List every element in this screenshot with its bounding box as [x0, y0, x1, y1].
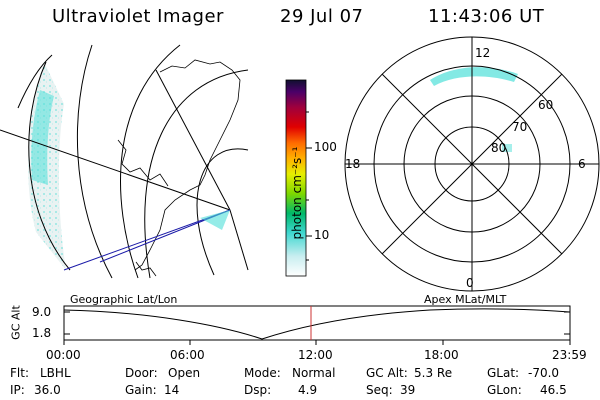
timeline-xtick: 00:00: [46, 348, 81, 362]
timeline-xtick: 18:00: [424, 348, 459, 362]
status-key: GLon:: [487, 383, 522, 397]
timeline-ytick: 9.0: [32, 305, 52, 319]
status-key: Mode:: [244, 366, 281, 380]
status-value: -70.0: [528, 366, 560, 380]
status-value: 5.3 Re: [414, 366, 453, 380]
timeline-xtick: 12:00: [298, 348, 333, 362]
colorbar-tick-label: 10: [314, 228, 330, 242]
coastline: [134, 59, 241, 271]
subsolar-spot: [200, 210, 230, 230]
status-key: Gain:: [125, 383, 157, 397]
map-gridline: [155, 69, 231, 211]
lat-label-60: 60: [538, 98, 554, 112]
timeline-plot: [63, 305, 571, 345]
status-key: IP:: [10, 383, 25, 397]
timeline-xtick: 06:00: [170, 348, 205, 362]
coastline: [135, 261, 157, 277]
map-gridline: [76, 44, 113, 279]
mlt-label-18: 18: [345, 157, 361, 171]
colorbar: [285, 79, 307, 277]
mlt-label-12: 12: [475, 46, 491, 60]
status-value: 14: [164, 383, 180, 397]
time-label: 11:43:06 UT: [428, 6, 545, 27]
status-key: Flt:: [10, 366, 29, 380]
colorbar-unit-label: photon cm⁻²s⁻¹: [290, 146, 304, 240]
map-gridline: [144, 69, 249, 279]
mlt-label-6: 6: [578, 157, 586, 171]
aurora-core-geo: [31, 90, 54, 185]
timeline-left-caption: Geographic Lat/Lon: [70, 293, 178, 306]
timeline-frame: [63, 305, 571, 341]
status-key: Seq:: [366, 383, 393, 397]
status-value: LBHL: [40, 366, 71, 380]
geographic-map: [0, 44, 249, 279]
status-key: Dsp:: [244, 383, 272, 397]
map-gridline: [0, 129, 231, 211]
mlt-label-0: 0: [466, 276, 474, 290]
timeline-ytick: 1.8: [32, 326, 52, 340]
status-value: Open: [168, 366, 201, 380]
lat-label-80: 80: [491, 141, 507, 155]
instrument-title: Ultraviolet Imager: [52, 6, 224, 27]
status-value: 4.9: [298, 383, 318, 397]
date-label: 29 Jul 07: [280, 6, 364, 27]
status-key: Door:: [125, 366, 158, 380]
status-key: GC Alt:: [366, 366, 408, 380]
lat-label-70: 70: [512, 120, 528, 134]
status-value: Normal: [292, 366, 336, 380]
status-value: 46.5: [540, 383, 567, 397]
polar-mlt-plot: [344, 36, 600, 292]
timeline-right-caption: Apex MLat/MLT: [424, 293, 507, 306]
status-value: 36.0: [34, 383, 61, 397]
colorbar-tick-label: 100: [314, 140, 337, 154]
status-value: 39: [400, 383, 416, 397]
timeline-xtick: 23:59: [552, 348, 587, 362]
aurora-band-polar: [430, 67, 518, 86]
altitude-curve: [63, 308, 571, 340]
map-gridline: [229, 209, 249, 271]
map-gridline: [196, 148, 249, 276]
coastline: [117, 139, 169, 187]
earth-limb: [28, 61, 71, 271]
timeline-axis-label: GC Alt: [9, 305, 23, 340]
status-key: GLat:: [487, 366, 520, 380]
polar-axis: [381, 73, 563, 255]
map-gridline: [120, 44, 181, 279]
